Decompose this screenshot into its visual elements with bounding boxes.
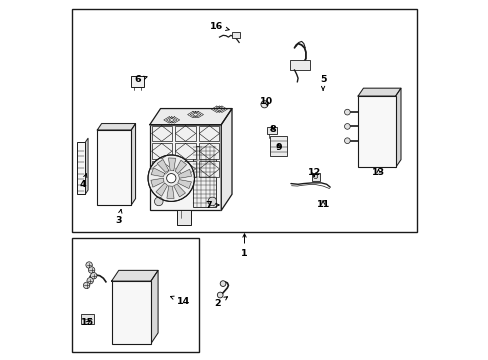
Text: 13: 13 <box>371 168 384 177</box>
Polygon shape <box>166 186 174 198</box>
Circle shape <box>166 174 176 183</box>
Bar <box>97 130 131 205</box>
Bar <box>131 76 144 87</box>
Polygon shape <box>151 168 164 177</box>
Bar <box>311 173 319 181</box>
Bar <box>111 281 151 343</box>
Polygon shape <box>178 169 191 178</box>
Bar <box>199 143 219 159</box>
Polygon shape <box>131 123 135 205</box>
Bar <box>199 161 219 177</box>
Text: 10: 10 <box>260 97 273 106</box>
Polygon shape <box>395 88 400 167</box>
Bar <box>81 314 94 324</box>
Bar <box>175 143 195 159</box>
Circle shape <box>86 262 92 268</box>
Bar <box>177 210 191 225</box>
Text: 11: 11 <box>316 200 329 209</box>
Bar <box>290 60 309 70</box>
Bar <box>72 9 416 232</box>
Bar <box>175 161 195 177</box>
Bar <box>199 126 219 141</box>
Text: 9: 9 <box>275 143 282 152</box>
Circle shape <box>88 267 95 273</box>
Bar <box>270 136 287 156</box>
Circle shape <box>344 109 349 115</box>
Bar <box>357 96 395 167</box>
Circle shape <box>261 101 267 108</box>
Text: 4: 4 <box>80 174 87 189</box>
Bar <box>149 125 221 210</box>
Polygon shape <box>357 88 400 96</box>
Circle shape <box>220 281 225 287</box>
Text: 2: 2 <box>214 297 227 308</box>
Bar <box>175 126 195 141</box>
Circle shape <box>313 174 317 179</box>
Circle shape <box>344 123 349 129</box>
Polygon shape <box>168 158 175 171</box>
Polygon shape <box>157 159 168 172</box>
Text: 14: 14 <box>170 296 189 306</box>
Bar <box>72 238 199 352</box>
Polygon shape <box>151 270 158 343</box>
Polygon shape <box>175 160 186 174</box>
Text: 16: 16 <box>209 22 229 31</box>
Polygon shape <box>111 270 158 281</box>
Text: 3: 3 <box>115 210 122 225</box>
Bar <box>192 146 216 207</box>
Polygon shape <box>173 184 185 197</box>
Circle shape <box>344 138 349 144</box>
Circle shape <box>217 292 223 298</box>
Bar <box>232 32 240 38</box>
Bar <box>151 161 171 177</box>
Text: 8: 8 <box>268 126 275 135</box>
Circle shape <box>90 273 97 279</box>
Polygon shape <box>85 138 88 194</box>
Bar <box>151 143 171 159</box>
Polygon shape <box>156 183 167 196</box>
Circle shape <box>87 278 93 284</box>
Polygon shape <box>221 109 231 210</box>
Text: 1: 1 <box>241 234 247 258</box>
Bar <box>266 127 276 134</box>
Text: 12: 12 <box>307 168 320 177</box>
Polygon shape <box>178 180 191 189</box>
Polygon shape <box>149 109 231 125</box>
Bar <box>77 143 85 194</box>
Text: 15: 15 <box>81 318 94 327</box>
Text: 6: 6 <box>134 76 147 85</box>
Text: 5: 5 <box>319 76 325 90</box>
Circle shape <box>207 197 216 206</box>
Polygon shape <box>151 178 163 187</box>
Circle shape <box>83 282 90 289</box>
Polygon shape <box>97 123 135 130</box>
Circle shape <box>148 155 194 202</box>
Bar <box>151 126 171 141</box>
Text: 7: 7 <box>205 201 219 210</box>
Circle shape <box>154 197 163 206</box>
